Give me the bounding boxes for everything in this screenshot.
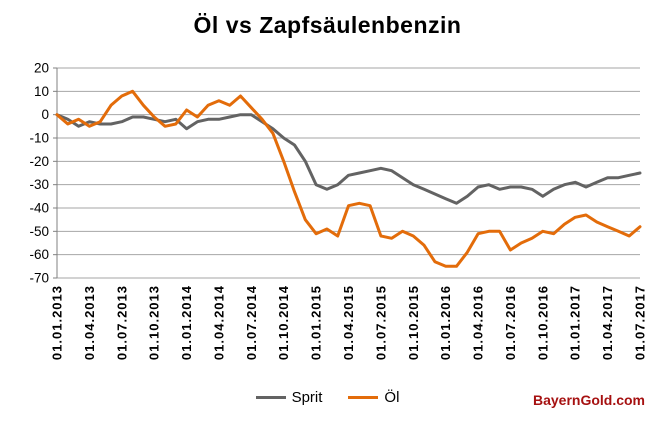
x-tick-label: 01.07.2013 xyxy=(114,285,129,360)
brand-watermark: BayernGold.com xyxy=(532,392,645,408)
y-tick-label: 20 xyxy=(34,61,49,76)
legend-label-sprit: Sprit xyxy=(291,389,323,406)
y-tick-label: -40 xyxy=(29,201,49,216)
x-tick-label: 01.01.2015 xyxy=(309,285,324,360)
legend-item-oel: Öl xyxy=(348,389,399,406)
x-tick-label: 01.10.2016 xyxy=(535,285,550,360)
y-tick-label: -20 xyxy=(29,154,49,169)
x-tick-label: 01.10.2013 xyxy=(147,285,162,360)
x-tick-label: 01.01.2013 xyxy=(50,285,65,360)
x-tick-label: 01.01.2017 xyxy=(568,285,583,360)
x-tick-label: 01.07.2015 xyxy=(373,285,388,360)
y-tick-label: -50 xyxy=(29,224,49,239)
legend: Sprit Öl xyxy=(0,389,655,406)
oel-line-swatch-icon xyxy=(348,396,379,399)
y-tick-label: 0 xyxy=(41,107,49,122)
x-tick-label: 01.04.2013 xyxy=(82,285,97,360)
x-tick-label: 01.10.2015 xyxy=(406,285,421,360)
x-tick-label: 01.01.2014 xyxy=(179,285,194,360)
y-tick-label: -70 xyxy=(29,271,49,286)
x-tick-label: 01.07.2017 xyxy=(633,285,648,360)
y-tick-label: -60 xyxy=(29,247,49,262)
y-tick-label: 10 xyxy=(34,84,49,99)
x-tick-label: 01.07.2014 xyxy=(244,285,259,360)
sprit-line-swatch-icon xyxy=(255,396,286,399)
x-tick-label: 01.04.2017 xyxy=(600,285,615,360)
series-line-sprit xyxy=(55,113,642,205)
x-tick-label: 01.10.2014 xyxy=(276,285,291,360)
y-tick-label: -30 xyxy=(29,177,49,192)
chart-title: Öl vs Zapfsäulenbenzin xyxy=(193,12,462,38)
legend-item-sprit: Sprit xyxy=(255,389,323,406)
legend-label-oel: Öl xyxy=(384,389,400,406)
x-tick-label: 01.01.2016 xyxy=(438,285,453,360)
x-tick-label: 01.04.2014 xyxy=(211,285,226,360)
series-line-oel xyxy=(55,89,642,268)
x-tick-label: 01.04.2016 xyxy=(471,285,486,360)
x-tick-label: 01.07.2016 xyxy=(503,285,518,360)
x-tick-label: 01.04.2015 xyxy=(341,285,356,360)
y-tick-label: -10 xyxy=(29,131,49,146)
